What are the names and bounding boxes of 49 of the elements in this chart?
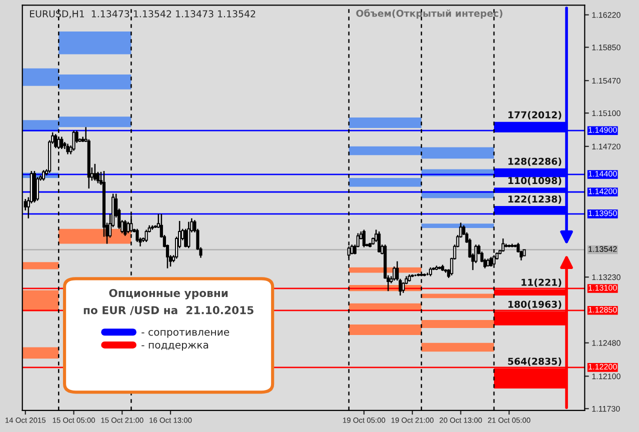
ref-line-label: 1.13542 <box>588 246 617 252</box>
candlestick <box>54 133 58 149</box>
candlestick <box>136 228 139 243</box>
candlestick <box>392 266 396 282</box>
candlestick <box>502 238 505 252</box>
annotation: 128(2286) <box>508 158 562 166</box>
ref-line-label: 1.14400 <box>588 170 617 177</box>
candlestick <box>350 244 354 255</box>
y-tick-label: 1.15850 <box>592 44 620 50</box>
ref-line-label: 1.12850 <box>588 306 617 313</box>
y-tick-label: 1.14720 <box>592 144 620 150</box>
chart-title: EURUSD,H1 1.13473 1.13542 1.13473 1.13542 <box>30 10 256 18</box>
y-tick-label: 1.12100 <box>592 373 620 380</box>
annotation: Опционные уровни <box>109 288 228 300</box>
y-tick-label: 1.16220 <box>592 12 620 18</box>
candlestick <box>66 143 70 155</box>
annotation: 564(2835) <box>508 358 562 366</box>
candlestick <box>378 230 381 254</box>
candlestick <box>124 219 127 236</box>
annotation: 180(1963) <box>508 300 562 309</box>
candlestick <box>42 169 46 182</box>
annotation: по EUR /USD на 21.10.2015 <box>84 306 254 316</box>
ref-line-label: 1.12200 <box>588 364 617 370</box>
y-tick-label: 1.15470 <box>592 78 620 84</box>
annotation: 177(2012) <box>508 111 562 120</box>
y-tick-label: 1.12480 <box>592 340 620 346</box>
ref-line-label: 1.13100 <box>588 284 617 291</box>
annotation: 122(1238) <box>508 195 562 204</box>
candlestick <box>516 242 520 254</box>
candlestick <box>93 163 96 182</box>
candlestick <box>72 130 76 152</box>
y-tick-label: 1.11730 <box>592 406 620 412</box>
candlestick <box>36 176 40 202</box>
ref-line-label: 1.14900 <box>588 127 617 133</box>
y-tick-label: 1.15100 <box>592 110 620 116</box>
annotation: 110(1098) <box>508 176 562 186</box>
y-tick-label: 1.13230 <box>592 274 620 280</box>
ref-line-label: 1.13950 <box>588 210 617 216</box>
legend-label: - сопротивление <box>142 330 230 338</box>
candlestick <box>184 228 188 248</box>
annotation: 11(221) <box>522 278 562 288</box>
ref-line-label: 1.14200 <box>588 188 617 194</box>
candlestick <box>187 221 190 249</box>
legend-label: - поддержка <box>142 342 208 351</box>
candlestick <box>60 136 64 150</box>
candlestick <box>362 229 366 248</box>
annotation: Объем(Открытый интерес) <box>356 9 502 19</box>
candlestick <box>57 136 60 150</box>
candlestick <box>144 229 148 243</box>
